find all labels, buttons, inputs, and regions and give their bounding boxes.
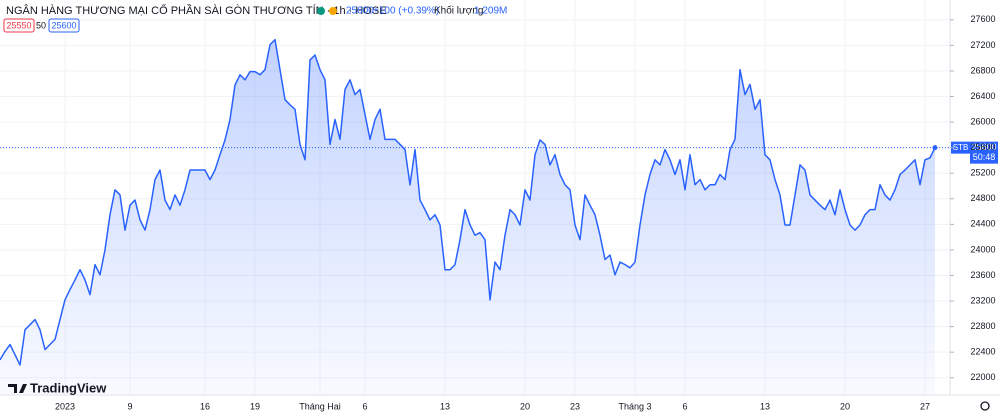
y-tick-label: 22800 [970,321,995,331]
x-tick-label: 20 [840,401,850,411]
y-tick-label: 26800 [970,65,995,75]
logo-icon[interactable] [8,384,27,393]
last-price: 25600 [346,6,374,17]
bid-price[interactable]: 25550 [6,20,31,30]
y-tick-label: 26400 [970,91,995,101]
y-tick-label: 22000 [970,372,995,382]
status-dot [329,7,337,15]
x-tick-label: 19 [250,401,260,411]
status-dot [317,7,325,15]
logo-text[interactable]: TradingView [30,380,107,395]
logo[interactable]: TradingView [8,380,107,395]
x-tick-label: 13 [440,401,450,411]
tag-symbol: STB [953,143,969,152]
y-tick-label: 26000 [970,116,995,126]
y-tick-label: 22400 [970,347,995,357]
y-tick-label: 23200 [970,295,995,305]
y-tick-label: 24400 [970,219,995,229]
x-tick-label: 23 [570,401,580,411]
ask-price[interactable]: 25600 [51,20,76,30]
y-tick-label: 25200 [970,168,995,178]
y-tick-label: 23600 [970,270,995,280]
volume-value: 1.209M [474,6,507,17]
volume-label: Khối lượng [434,5,483,17]
last-point [932,145,938,151]
x-tick-label: 16 [200,401,210,411]
tag-price-box [970,141,998,164]
bid-box[interactable] [3,18,35,33]
ask-box[interactable] [48,18,80,33]
tag-symbol-box [951,141,970,154]
plot-area [0,0,950,395]
x-tick-label: Tháng 3 [618,401,651,411]
y-tick-label: 27200 [970,40,995,50]
settings-icon[interactable] [980,401,990,411]
x-tick-label: 2023 [55,401,75,411]
chart-title: NGÂN HÀNG THƯƠNG MẠI CỔ PHẦN SÀI GÒN THƯ… [6,4,387,17]
y-tick-label: 24800 [970,193,995,203]
x-tick-label: 27 [920,401,930,411]
price-change: +100 (+0.39%) [373,6,439,17]
tag-price: 25600 [971,142,996,152]
x-tick-label: 6 [682,401,687,411]
y-tick-label: 25600 [970,142,995,152]
spread: 50 [36,20,46,30]
x-tick-label: 20 [520,401,530,411]
x-tick-label: Tháng Hai [299,401,341,411]
y-tick-label: 27600 [970,14,995,24]
x-tick-label: 9 [127,401,132,411]
x-tick-label: 13 [760,401,770,411]
tag-countdown: 50:48 [973,152,996,162]
y-tick-label: 24000 [970,244,995,254]
price-line [0,38,936,366]
x-tick-label: 6 [362,401,367,411]
